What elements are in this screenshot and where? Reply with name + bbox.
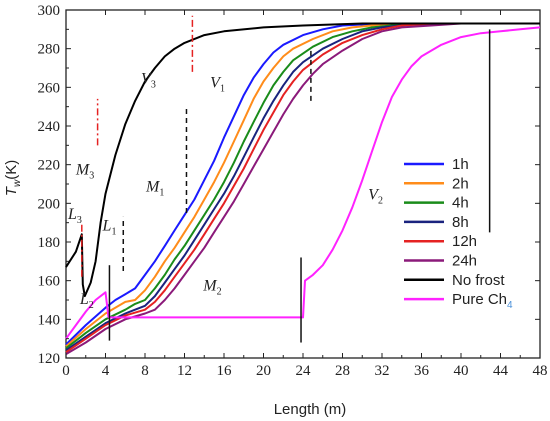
y-tick-label: 300 bbox=[38, 3, 61, 19]
region-label: V2 bbox=[368, 186, 383, 206]
series-line-4h bbox=[65, 22, 540, 350]
legend: 1h 2h 4h 8h 12h 24h No frost Pure Ch4 bbox=[404, 156, 513, 311]
y-tick-label: 140 bbox=[38, 312, 61, 328]
series-line-1h bbox=[65, 22, 540, 346]
y-axis-title-main: T bbox=[3, 185, 20, 196]
x-tick-label: 20 bbox=[256, 363, 271, 379]
region-label: L2 bbox=[79, 291, 94, 311]
series-line-2h bbox=[65, 22, 540, 348]
region-label: V3 bbox=[141, 70, 156, 90]
x-tick-label: 48 bbox=[533, 363, 548, 379]
legend-label: Pure Ch4 bbox=[452, 291, 513, 311]
region-label: V1 bbox=[210, 74, 225, 94]
x-tick-label: 4 bbox=[102, 363, 110, 379]
region-label-group: V3 V1 M3 M1 V2 L3 L1 M2 L2 bbox=[67, 70, 383, 310]
region-label: M1 bbox=[145, 179, 164, 199]
x-tick-label: 36 bbox=[414, 363, 430, 379]
marker-group bbox=[81, 15, 491, 343]
y-tick-label: 120 bbox=[38, 351, 61, 367]
y-tick-label: 260 bbox=[38, 80, 61, 96]
series-line-no-frost bbox=[65, 22, 540, 298]
y-axis-title-sub: w bbox=[12, 179, 23, 187]
x-tick-label: 12 bbox=[177, 363, 192, 379]
y-tick-label: 200 bbox=[38, 196, 61, 212]
legend-label: No frost bbox=[452, 272, 505, 289]
legend-label: 1h bbox=[452, 156, 469, 173]
legend-label: 12h bbox=[452, 233, 477, 250]
series-line-24h bbox=[65, 22, 540, 355]
legend-label: 8h bbox=[452, 214, 469, 231]
series-line-12h bbox=[65, 22, 540, 354]
tick-group: 0 4 8 12 16 20 24 28 32 36 40 44 4812014016018020022… bbox=[38, 3, 548, 379]
x-axis-title: Length (m) bbox=[274, 401, 347, 418]
legend-label: 2h bbox=[452, 175, 469, 192]
x-tick-label: 8 bbox=[141, 363, 149, 379]
x-tick-label: 40 bbox=[454, 363, 469, 379]
x-tick-label: 32 bbox=[375, 363, 390, 379]
y-tick-label: 240 bbox=[38, 119, 61, 135]
x-tick-label: 28 bbox=[335, 363, 350, 379]
region-label: M3 bbox=[75, 161, 94, 181]
region-label: L3 bbox=[67, 206, 82, 226]
x-tick-label: 24 bbox=[296, 363, 312, 379]
y-axis-title-unit: (K) bbox=[3, 160, 20, 180]
x-tick-label: 44 bbox=[493, 363, 509, 379]
x-tick-label: 16 bbox=[217, 363, 233, 379]
series-group bbox=[65, 22, 541, 355]
y-tick-label: 180 bbox=[38, 235, 61, 251]
y-tick-label: 280 bbox=[38, 42, 61, 58]
region-label: M2 bbox=[202, 277, 221, 297]
y-tick-label: 160 bbox=[38, 274, 61, 290]
legend-label: 24h bbox=[452, 253, 477, 270]
legend-label: 4h bbox=[452, 195, 469, 212]
x-tick-label: 0 bbox=[62, 363, 70, 379]
y-tick-label: 220 bbox=[38, 158, 61, 174]
region-label: L1 bbox=[102, 217, 117, 237]
series-line-pure-ch4 bbox=[65, 26, 541, 340]
y-axis-title: Tw(K) bbox=[3, 160, 23, 196]
series-line-8h bbox=[65, 22, 540, 352]
